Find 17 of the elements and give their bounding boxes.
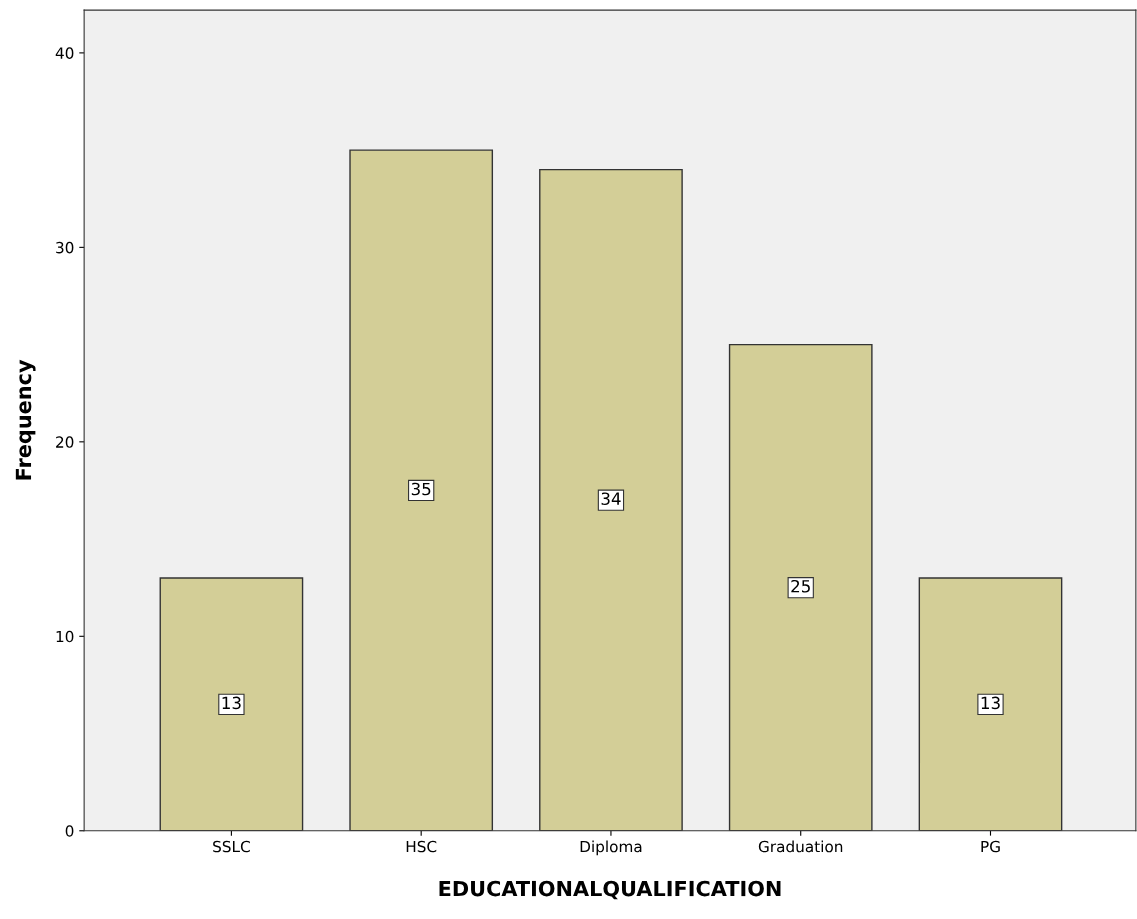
x-tick-label: PG [981, 840, 1000, 853]
y-tick-label: 30 [56, 241, 74, 254]
x-tick-label: SSLC [213, 840, 250, 853]
x-tick-label: Diploma [580, 840, 642, 856]
y-tick-label: 40 [55, 47, 74, 59]
data-label: 25 [791, 579, 810, 593]
data-label: 13 [981, 696, 1000, 710]
x-axis-title: EDUCATIONALQUALIFICATION [439, 880, 781, 900]
data-label: 13 [222, 696, 241, 710]
y-tick-label: 0 [65, 825, 74, 837]
y-axis-title: Frequency [15, 359, 36, 480]
y-tick-label: 20 [56, 436, 74, 448]
y-tick-label: 10 [56, 630, 74, 643]
data-label: 35 [411, 482, 431, 496]
x-tick-label: HSC [406, 840, 437, 853]
x-tick-label: Graduation [758, 840, 843, 853]
data-label: 34 [601, 492, 621, 506]
